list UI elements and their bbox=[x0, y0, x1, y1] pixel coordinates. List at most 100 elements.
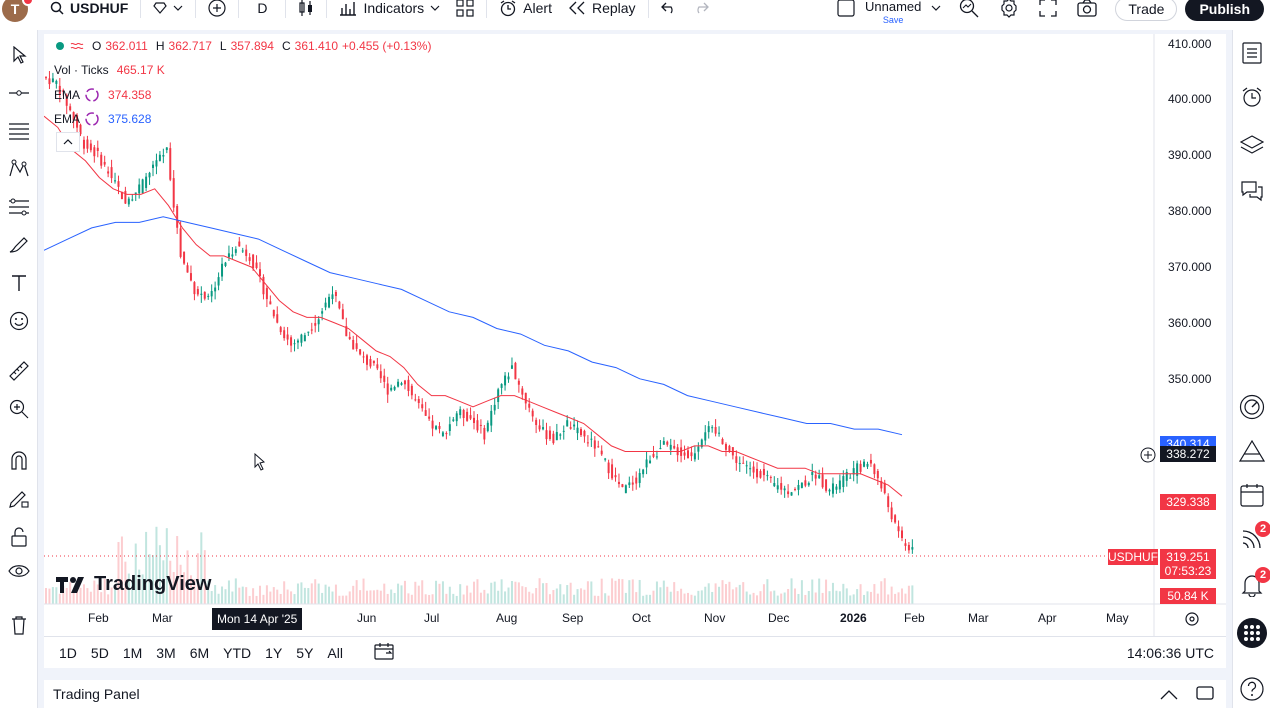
forecast-tool[interactable] bbox=[4, 192, 34, 222]
range-button-1d[interactable]: 1D bbox=[59, 644, 77, 661]
tradingview-watermark[interactable]: TradingView bbox=[56, 573, 211, 596]
pattern-tool[interactable] bbox=[4, 154, 34, 184]
candle-body bbox=[580, 429, 582, 436]
candle-body bbox=[631, 482, 634, 485]
range-button-1y[interactable]: 1Y bbox=[265, 644, 283, 661]
remove-drawings-tool[interactable] bbox=[4, 610, 34, 640]
add-alert-plus[interactable] bbox=[1138, 447, 1158, 463]
clock[interactable]: 14:06:36 UTC bbox=[1126, 645, 1214, 661]
range-button-6m[interactable]: 6M bbox=[189, 644, 210, 661]
quick-search-button[interactable] bbox=[949, 0, 989, 23]
brush-tool[interactable] bbox=[4, 230, 34, 260]
ema-fast-line bbox=[44, 115, 903, 497]
price-axis-label: 390.000 bbox=[1168, 148, 1212, 163]
maximize-panel-button[interactable] bbox=[1196, 685, 1214, 704]
range-button-5d[interactable]: 5D bbox=[90, 644, 109, 661]
fullscreen-button[interactable] bbox=[1029, 0, 1067, 23]
brush-icon bbox=[9, 237, 28, 253]
trend-line-tool[interactable] bbox=[4, 78, 34, 108]
lock-drawings-tool[interactable] bbox=[4, 522, 34, 552]
symbol-search-button[interactable]: USDHUF bbox=[42, 0, 136, 23]
redo-button[interactable] bbox=[685, 0, 717, 23]
volume-legend[interactable]: Vol · Ticks 465.17 K bbox=[54, 63, 165, 77]
range-button-all[interactable]: All bbox=[327, 644, 343, 661]
settings-button[interactable] bbox=[989, 0, 1029, 23]
streams-button[interactable]: 2 bbox=[1237, 521, 1270, 554]
layout-select[interactable]: Unnamed Save bbox=[829, 0, 949, 25]
measure-tool[interactable] bbox=[4, 356, 34, 386]
help-button[interactable] bbox=[1237, 674, 1267, 704]
candle-body bbox=[831, 483, 834, 494]
volume-bar bbox=[586, 581, 589, 604]
snapshot-button[interactable] bbox=[1067, 0, 1107, 23]
date-range-button[interactable] bbox=[374, 642, 394, 663]
price-chart[interactable] bbox=[44, 34, 1226, 636]
user-avatar[interactable]: T bbox=[2, 0, 34, 22]
range-button-3m[interactable]: 3M bbox=[156, 644, 176, 661]
ema-fast-legend[interactable]: EMA 374.358 bbox=[54, 87, 151, 103]
range-button-ytd[interactable]: YTD bbox=[223, 644, 252, 661]
volume-bar bbox=[117, 542, 120, 604]
alert-button[interactable]: Alert bbox=[491, 0, 560, 23]
candle-body bbox=[410, 385, 413, 396]
emoji-tool[interactable] bbox=[4, 306, 34, 336]
chats-button[interactable] bbox=[1237, 176, 1267, 206]
chart-area[interactable]: O 362.011 H 362.717 L 357.894 C 361.410 +0.4… bbox=[44, 34, 1226, 668]
volume-bar bbox=[535, 588, 538, 604]
zoom-tool[interactable] bbox=[4, 394, 34, 424]
range-button-5y[interactable]: 5Y bbox=[296, 644, 314, 661]
collapse-legend-button[interactable] bbox=[56, 132, 80, 152]
chart-type-button[interactable] bbox=[290, 0, 322, 23]
compare-button[interactable] bbox=[145, 0, 191, 23]
technicals-button[interactable] bbox=[1237, 392, 1267, 422]
volume-bar bbox=[811, 579, 814, 604]
stay-drawing-tool[interactable] bbox=[4, 484, 34, 514]
candle-body bbox=[438, 426, 441, 429]
notifications-button[interactable]: 2 bbox=[1237, 567, 1270, 600]
undo-button[interactable] bbox=[653, 0, 685, 23]
volume-bar bbox=[773, 590, 776, 604]
hide-drawings-tool[interactable] bbox=[4, 556, 34, 586]
candle-body bbox=[134, 192, 137, 195]
undo-icon bbox=[660, 2, 673, 14]
pyramid-icon bbox=[1239, 440, 1265, 462]
trade-button[interactable]: Trade bbox=[1115, 0, 1178, 21]
axis-settings-button[interactable] bbox=[1184, 611, 1200, 632]
fib-tool[interactable] bbox=[4, 116, 34, 146]
watchlist-button[interactable] bbox=[1237, 38, 1267, 68]
object-tree-button[interactable] bbox=[1237, 130, 1267, 160]
interval-button[interactable]: D bbox=[243, 0, 281, 23]
candle-body bbox=[645, 459, 648, 468]
calendar-button[interactable] bbox=[1237, 480, 1267, 510]
chevron-up-icon bbox=[63, 139, 73, 145]
candle-body bbox=[745, 465, 748, 467]
candle-body bbox=[348, 336, 351, 340]
candle-body bbox=[158, 154, 161, 161]
alerts-button[interactable] bbox=[1237, 82, 1267, 112]
volume-bar bbox=[756, 595, 759, 604]
products-button[interactable] bbox=[1237, 618, 1267, 648]
cursor-tool[interactable] bbox=[4, 40, 34, 70]
magnet-tool[interactable] bbox=[4, 446, 34, 476]
ideas-button[interactable] bbox=[1237, 436, 1267, 466]
publish-button[interactable]: Publish bbox=[1185, 0, 1264, 21]
ema-slow-legend[interactable]: EMA 375.628 bbox=[54, 111, 151, 127]
time-axis-label: May bbox=[1106, 611, 1129, 625]
candle-body bbox=[272, 309, 275, 317]
indicators-button[interactable]: Indicators bbox=[331, 0, 448, 23]
volume-bar bbox=[183, 572, 186, 604]
volume-bar bbox=[711, 591, 714, 604]
text-tool[interactable] bbox=[4, 268, 34, 298]
volume-bar bbox=[642, 595, 645, 604]
replay-button[interactable]: Replay bbox=[560, 0, 644, 23]
add-symbol-button[interactable] bbox=[200, 0, 234, 23]
expand-panel-button[interactable] bbox=[1160, 687, 1178, 703]
trading-panel-bar[interactable]: Trading Panel bbox=[44, 680, 1226, 708]
candle-body bbox=[800, 482, 803, 488]
ema-slow-line bbox=[44, 216, 903, 436]
volume-bar bbox=[731, 589, 734, 604]
templates-button[interactable] bbox=[448, 0, 482, 23]
range-button-1m[interactable]: 1M bbox=[122, 644, 143, 661]
layout-save-status: Save bbox=[882, 15, 904, 25]
candle-body bbox=[704, 432, 707, 441]
